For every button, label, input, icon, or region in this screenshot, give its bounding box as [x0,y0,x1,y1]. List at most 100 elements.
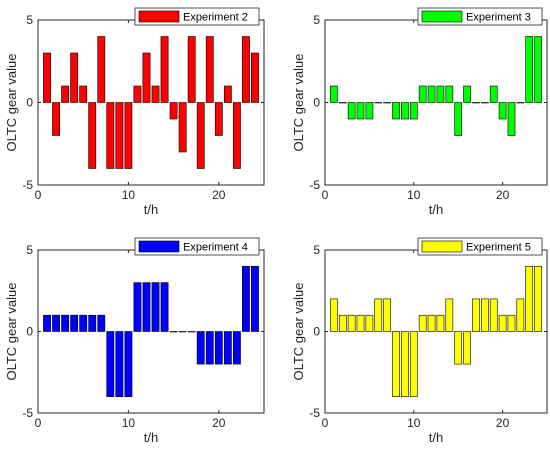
bar [534,265,542,332]
legend-label: Experiment 5 [466,242,531,254]
bar [251,265,259,332]
x-axis-label: t/h [429,202,443,217]
legend-label: Experiment 3 [466,12,531,24]
bar [445,85,454,103]
bar [133,85,142,103]
y-tick-label: 5 [313,243,320,257]
bar [489,298,498,332]
bar [463,331,471,365]
legend-swatch [421,240,463,253]
bar [525,265,534,332]
bar [472,102,480,104]
bar [187,331,196,333]
y-axis-label: OLTC gear value [4,282,19,380]
y-axis-label: OLTC gear value [291,282,306,380]
bar [401,102,409,120]
bar [196,331,205,365]
y-tick-label: 0 [26,325,33,339]
bar [480,298,489,332]
y-tick-label: 5 [313,13,320,27]
y-tick-label: -5 [309,178,320,192]
bar [401,331,409,397]
bar [445,298,454,332]
x-tick-label: 0 [322,188,329,202]
bar [330,298,338,332]
y-axis-label: OLTC gear value [4,53,19,151]
bar [454,331,463,365]
bar [160,282,169,332]
legend-swatch [138,10,180,23]
bar [232,102,241,169]
bar [507,102,516,136]
bar [178,331,187,333]
bar [124,331,133,397]
bar [142,52,151,103]
bar [374,298,383,332]
legend-label: Experiment 4 [183,242,248,254]
bar [169,102,178,120]
bar [124,102,133,169]
bar [242,265,250,332]
bar [223,85,232,103]
bar [151,85,160,103]
legend-swatch [421,10,463,23]
bar [223,331,232,365]
bar [516,102,525,104]
bar [115,331,124,397]
bar [214,102,223,136]
bar [516,298,525,332]
bar [409,331,418,397]
x-tick-label: 20 [212,188,226,202]
bar [436,85,445,103]
y-axis-label: OLTC gear value [291,53,306,151]
y-tick-label: -5 [22,178,33,192]
bar [187,36,196,103]
legend-label: Experiment 2 [183,12,248,24]
bar [347,314,356,332]
bar [374,102,383,104]
bar [70,52,79,103]
bar [106,331,115,397]
bar [160,36,169,103]
bar [498,102,507,120]
legend-swatch [138,240,180,253]
bar [418,314,427,332]
bar [347,102,356,120]
x-tick-label: 10 [407,188,421,202]
bar [97,36,106,103]
bar [365,314,374,332]
bar [463,85,471,103]
bar [178,102,187,153]
bar [427,314,436,332]
x-axis-label: t/h [144,430,158,445]
bar [498,314,507,332]
bar [196,102,205,169]
bar [489,85,498,103]
bar [480,102,489,104]
bar [365,102,374,120]
x-tick-label: 20 [212,416,226,430]
y-tick-label: 0 [313,96,320,110]
bar [79,85,88,103]
bar [436,314,445,332]
bar [70,314,79,332]
x-tick-label: 0 [35,416,42,430]
x-axis-label: t/h [144,202,158,217]
bar [205,36,214,103]
bar [151,282,160,332]
y-tick-label: 5 [26,13,33,27]
bar [106,102,115,169]
bar [61,314,70,332]
bar [472,298,480,332]
bar [383,298,392,332]
bar [115,102,124,169]
bar [251,52,259,103]
bar [43,52,51,103]
y-tick-label: 0 [26,96,33,110]
bar [392,331,400,397]
